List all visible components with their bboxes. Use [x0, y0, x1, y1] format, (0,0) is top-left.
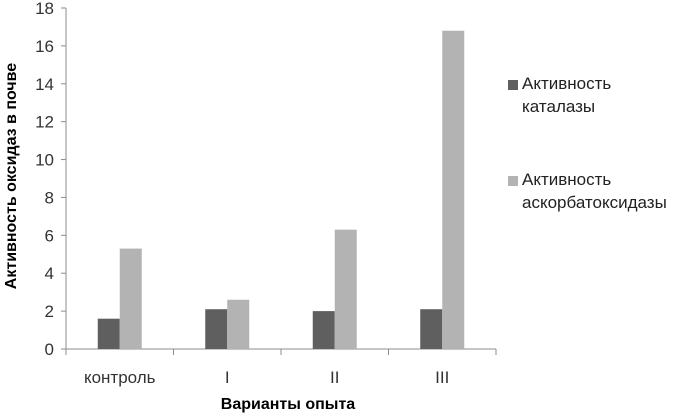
bar-catalase: [205, 309, 228, 349]
y-axis-title: Активность оксидаз в почве: [3, 62, 20, 290]
y-tick-label: 0: [45, 340, 54, 359]
x-axis: контроль I II III: [65, 348, 497, 387]
bar-catalase: [420, 309, 443, 349]
bar-ascorbate-oxidase: [227, 299, 250, 349]
bars: [97, 30, 465, 349]
legend-item-ascorbate-oxidase: Активность аскорбатоксидазы: [508, 168, 686, 214]
legend: Активность каталазы Активность аскорбато…: [508, 72, 686, 264]
legend-swatch-catalase: [508, 80, 518, 90]
y-tick-label: 18: [35, 0, 54, 18]
legend-swatch-ascorbate-oxidase: [508, 176, 518, 186]
x-axis-title: Варианты опыта: [220, 396, 356, 413]
bar-ascorbate-oxidase: [119, 248, 142, 349]
bar-catalase: [97, 318, 120, 349]
y-axis: 0 2 4 6 8 10 12 14 16 18: [35, 0, 67, 359]
y-tick-label: 8: [45, 188, 54, 207]
y-tick-label: 4: [45, 264, 54, 283]
y-tick-label: 14: [35, 75, 54, 94]
legend-label-ascorbate-oxidase: Активность аскорбатоксидазы: [522, 170, 667, 212]
legend-item-catalase: Активность каталазы: [508, 72, 686, 118]
y-tick-label: 10: [35, 151, 54, 170]
y-tick-label: 6: [45, 226, 54, 245]
y-tick-label: 12: [35, 113, 54, 132]
x-tick-label: I: [225, 368, 230, 387]
x-tick-label: III: [435, 368, 449, 387]
bar-ascorbate-oxidase: [334, 229, 357, 349]
y-tick-label: 2: [45, 302, 54, 321]
x-tick-label: II: [330, 368, 339, 387]
y-tick-label: 16: [35, 37, 54, 56]
bar-ascorbate-oxidase: [442, 30, 465, 349]
bar-catalase: [312, 311, 335, 349]
x-tick-label: контроль: [84, 368, 156, 387]
legend-label-catalase: Активность каталазы: [522, 74, 612, 116]
